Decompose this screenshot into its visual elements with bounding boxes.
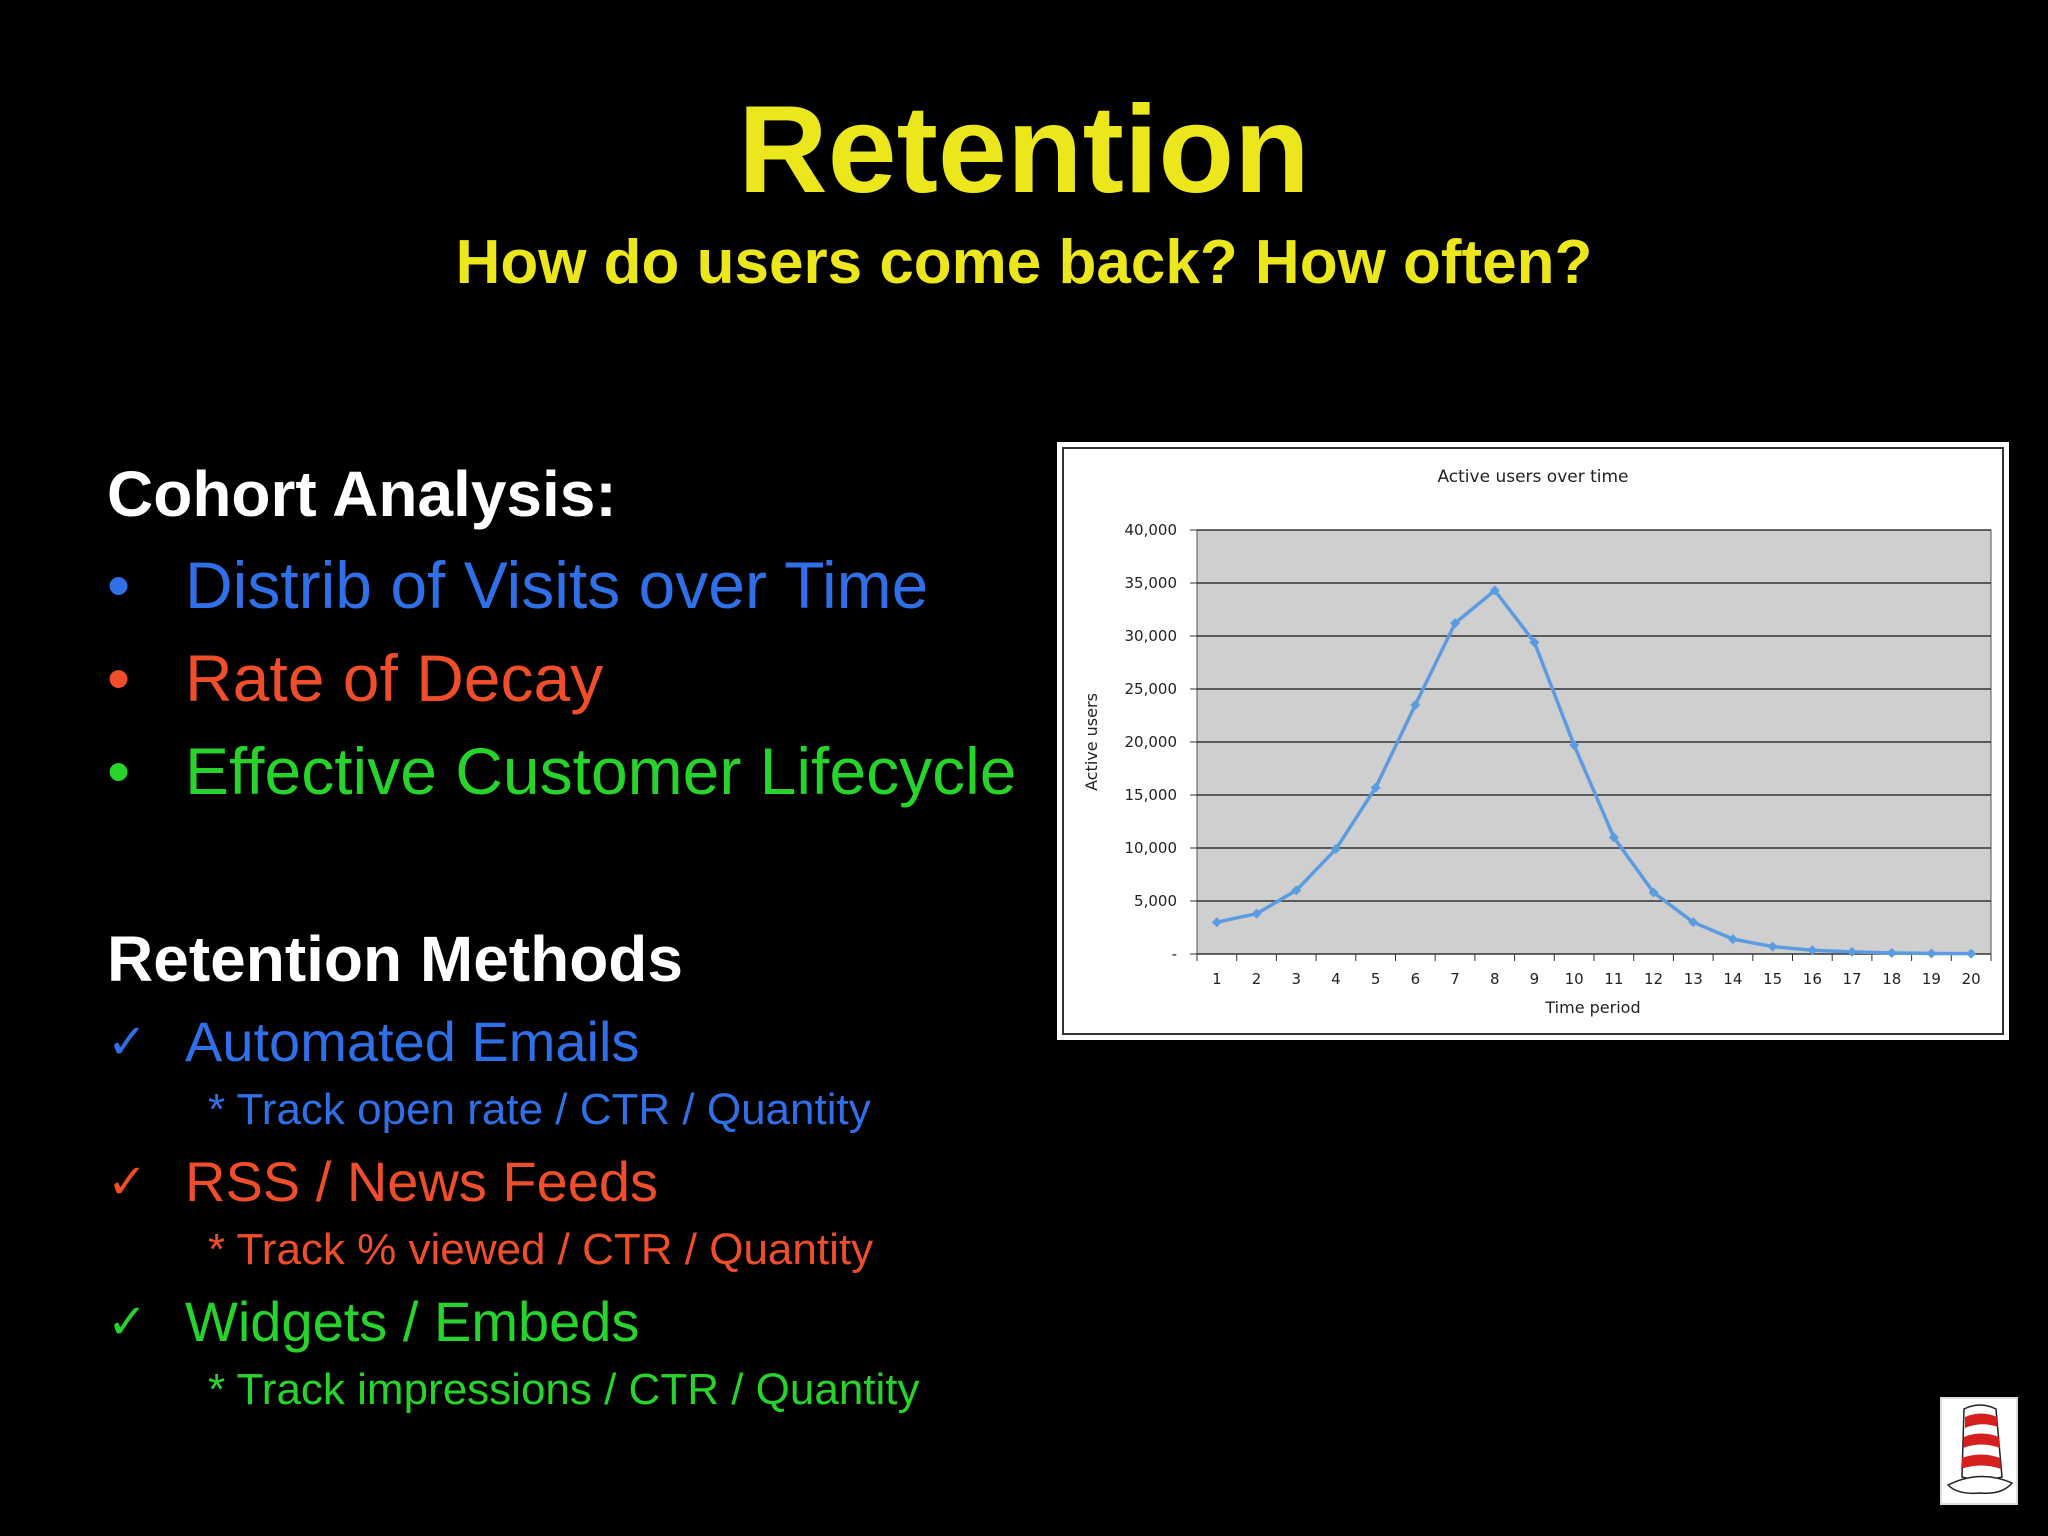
x-tick-label: 2	[1252, 970, 1262, 988]
x-tick-label: 14	[1723, 970, 1742, 988]
y-tick-label: 5,000	[1134, 892, 1177, 910]
chart-svg: Active users over time Active users Time…	[1057, 442, 2009, 1040]
y-tick-label: 25,000	[1125, 680, 1178, 698]
x-tick-label: 19	[1922, 970, 1941, 988]
x-tick-label: 1	[1212, 970, 1222, 988]
y-tick-label: 10,000	[1125, 839, 1178, 857]
y-tick-label: 30,000	[1125, 627, 1178, 645]
x-tick-label: 15	[1763, 970, 1782, 988]
cohort-item-label: Distrib of Visits over Time	[185, 552, 928, 618]
checkmark-icon: ✓	[107, 1018, 185, 1066]
x-tick-label: 5	[1371, 970, 1381, 988]
bullet-icon: •	[107, 738, 185, 804]
x-tick-label: 3	[1291, 970, 1301, 988]
cat-in-hat-logo	[1940, 1397, 2018, 1505]
y-tick-label: 35,000	[1125, 574, 1178, 592]
method-item-label: Automated Emails	[185, 1014, 639, 1070]
x-tick-label: 11	[1604, 970, 1623, 988]
method-item-rss: ✓ RSS / News Feeds	[107, 1147, 658, 1217]
active-users-chart: Active users over time Active users Time…	[1057, 442, 2009, 1040]
x-tick-label: 10	[1565, 970, 1584, 988]
hat-icon	[1942, 1399, 2016, 1503]
x-tick-label: 8	[1490, 970, 1500, 988]
y-tick-label: 15,000	[1125, 786, 1178, 804]
x-tick-label: 17	[1843, 970, 1862, 988]
x-tick-label: 9	[1530, 970, 1540, 988]
chart-x-axis-label: Time period	[1544, 998, 1640, 1017]
method-item-label: RSS / News Feeds	[185, 1154, 658, 1210]
retention-methods-heading: Retention Methods	[107, 927, 683, 991]
y-tick-label: -	[1172, 945, 1177, 963]
method-item-detail: * Track impressions / CTR / Quantity	[208, 1368, 920, 1412]
x-tick-label: 18	[1882, 970, 1901, 988]
x-tick-label: 6	[1411, 970, 1421, 988]
cohort-item-decay: • Rate of Decay	[107, 638, 603, 718]
y-tick-label: 40,000	[1125, 521, 1178, 539]
method-item-label: Widgets / Embeds	[185, 1294, 639, 1350]
slide-subtitle: How do users come back? How often?	[0, 232, 2048, 294]
cohort-item-visits: • Distrib of Visits over Time	[107, 545, 928, 625]
bullet-icon: •	[107, 645, 185, 711]
x-tick-label: 7	[1450, 970, 1460, 988]
method-item-widgets: ✓ Widgets / Embeds	[107, 1287, 639, 1357]
cohort-analysis-heading: Cohort Analysis:	[107, 462, 617, 526]
x-tick-label: 20	[1962, 970, 1981, 988]
cohort-item-label: Rate of Decay	[185, 645, 603, 711]
x-tick-label: 12	[1644, 970, 1663, 988]
chart-title: Active users over time	[1437, 467, 1628, 487]
cohort-item-label: Effective Customer Lifecycle	[185, 738, 1016, 804]
method-item-emails: ✓ Automated Emails	[107, 1007, 639, 1077]
x-tick-label: 16	[1803, 970, 1822, 988]
chart-plot-area: - 5,000 10,000 15,000 20,000 25,000 30,000 35,0…	[1125, 521, 1992, 988]
x-tick-label: 4	[1331, 970, 1341, 988]
chart-y-axis-label: Active users	[1082, 693, 1101, 791]
checkmark-icon: ✓	[107, 1158, 185, 1206]
bullet-icon: •	[107, 552, 185, 618]
method-item-detail: * Track % viewed / CTR / Quantity	[208, 1228, 873, 1272]
y-tick-label: 20,000	[1125, 733, 1178, 751]
method-item-detail: * Track open rate / CTR / Quantity	[208, 1088, 871, 1132]
cohort-item-lifecycle: • Effective Customer Lifecycle	[107, 731, 1016, 811]
slide-title: Retention	[0, 88, 2048, 212]
x-tick-label: 13	[1684, 970, 1703, 988]
checkmark-icon: ✓	[107, 1298, 185, 1346]
